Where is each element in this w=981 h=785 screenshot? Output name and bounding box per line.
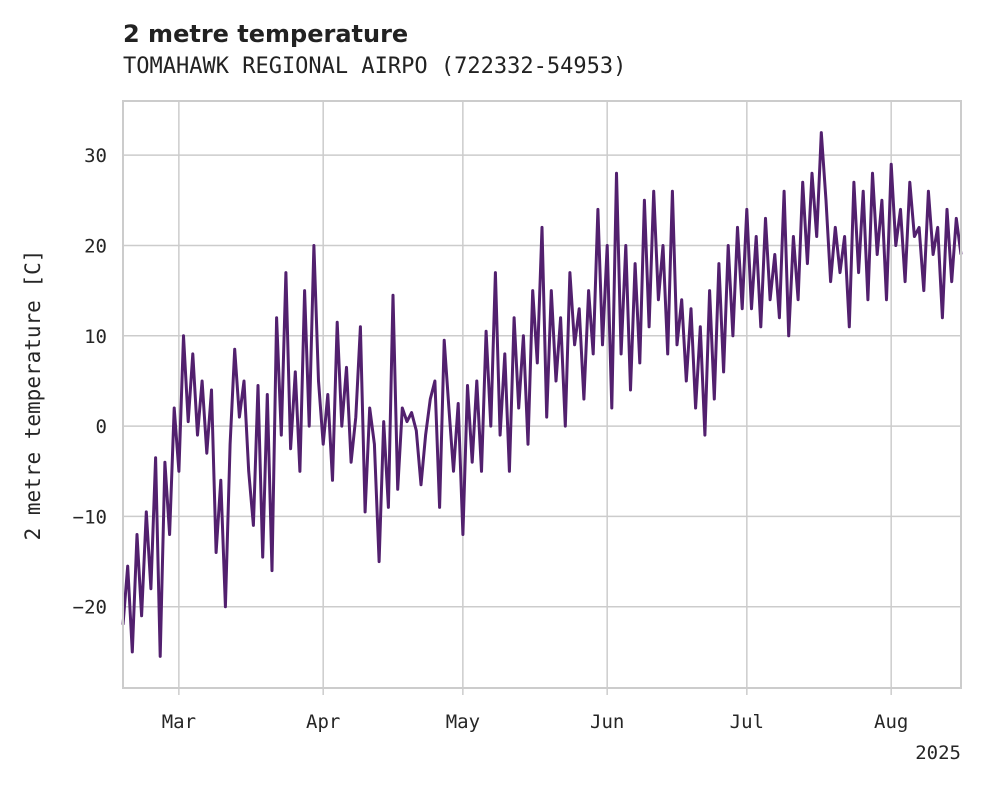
grid: [123, 101, 961, 688]
y-axis-label: 2 metre temperature [C]: [21, 250, 45, 541]
y-tick-label: 20: [84, 235, 107, 257]
chart-subtitle: TOMAHAWK REGIONAL AIRPO (722332-54953): [123, 54, 626, 79]
plot-frame: [122, 100, 962, 689]
x-tick-label: Apr: [306, 711, 340, 733]
x-axis-ticks: Mar Apr May Jun Jul Aug: [162, 688, 908, 733]
x-tick-label: May: [446, 711, 480, 733]
series-line: [121, 131, 963, 658]
series-group: [121, 131, 963, 658]
x-tick-label: Jul: [730, 711, 764, 733]
x-tick-label: Aug: [874, 711, 908, 733]
y-tick-label: 30: [84, 145, 107, 167]
y-tick-label: 0: [96, 416, 107, 438]
x-tick-label: Mar: [162, 711, 196, 733]
y-axis-ticks: −20 −10 0 10 20 30: [73, 145, 107, 619]
y-tick-label: −20: [73, 597, 107, 619]
x-axis-year-label: 2025: [915, 742, 961, 764]
chart-title: 2 metre temperature: [123, 20, 408, 48]
y-tick-label: 10: [84, 326, 107, 348]
y-tick-label: −10: [73, 506, 107, 528]
x-tick-label: Jun: [590, 711, 624, 733]
